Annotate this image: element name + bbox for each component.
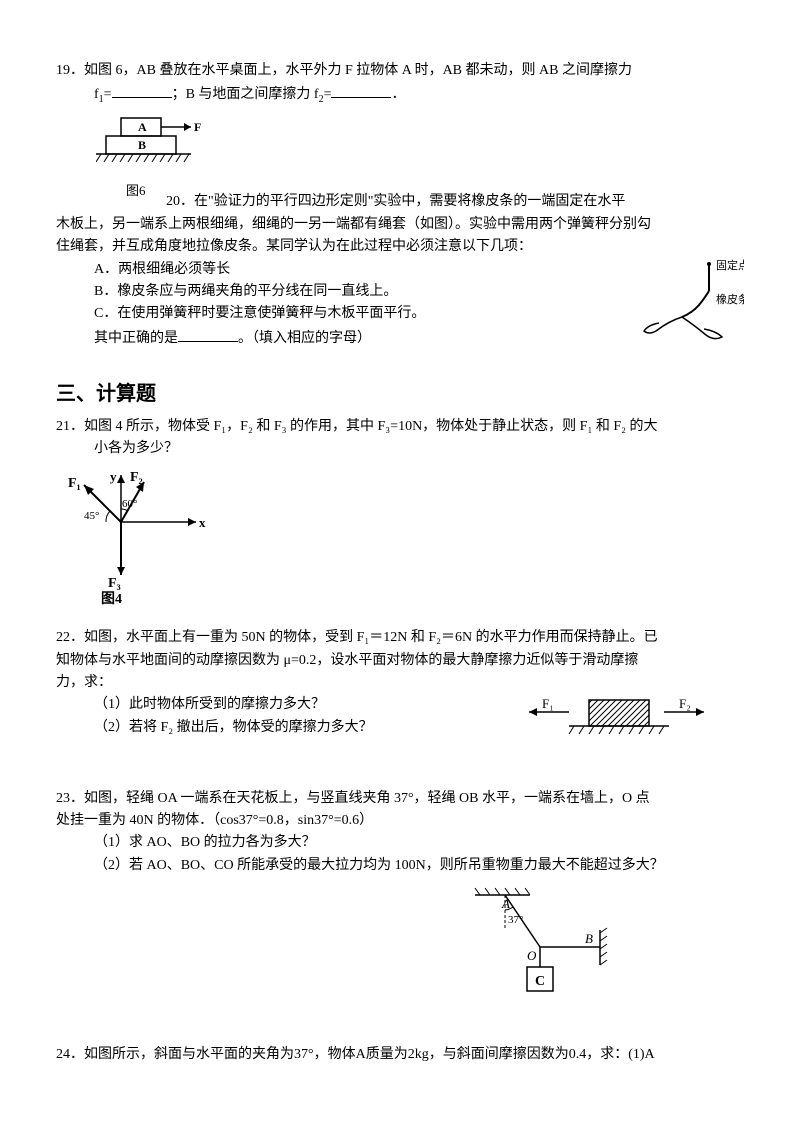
q19-text1: 如图 6，AB 叠放在水平桌面上，水平外力 F 拉物体 A 时，AB 都未动，则… xyxy=(84,63,632,78)
question-19: 19．如图 6，AB 叠放在水平桌面上，水平外力 F 拉物体 A 时，AB 都未… xyxy=(56,60,744,201)
pt-C: C xyxy=(535,974,545,989)
q19-line1: 19．如图 6，AB 叠放在水平桌面上，水平外力 F 拉物体 A 时，AB 都未… xyxy=(56,60,744,82)
question-23: 23．如图，轻绳 OA 一端系在天花板上，与竖直线夹角 37°，轻绳 OB 水平… xyxy=(56,788,744,1014)
ang37: 37° xyxy=(508,914,523,926)
f3-label: F₃ xyxy=(108,576,121,591)
section-3-title: 三、计算题 xyxy=(56,378,744,410)
blank-f1[interactable] xyxy=(112,82,172,98)
question-24: 24．如图所示，斜面与水平面的夹角为37°，物体A质量为2kg，与斜面间摩擦因数… xyxy=(56,1044,744,1066)
f2-label: F₂ xyxy=(130,470,143,485)
q19-f1b: = xyxy=(104,87,112,102)
q19-num: 19． xyxy=(56,63,84,78)
q19-svg: A B F xyxy=(96,112,216,172)
q24-line1: 24．如图所示，斜面与水平面的夹角为37°，物体A质量为2kg，与斜面间摩擦因数… xyxy=(56,1044,744,1066)
fixed-point-label: 固定点 xyxy=(716,259,744,272)
ang60: 60° xyxy=(122,498,137,510)
q20-num: 20． xyxy=(166,194,194,209)
q22-f2: F₂ xyxy=(679,696,691,711)
q23-num: 23． xyxy=(56,791,84,806)
q19-end: ． xyxy=(391,87,405,102)
q21-fig-label: 图4 xyxy=(101,591,122,607)
q23-line2: 处挂一重为 40N 的物体．（cos37°=0.8，sin37°=0.6） xyxy=(56,810,744,832)
pt-A: A xyxy=(501,896,510,911)
q19-line2: f1=；B 与地面之间摩擦力 f2=． xyxy=(56,82,744,108)
q22-sub1: （1）此时物体所受到的摩擦力多大？ xyxy=(56,694,514,716)
q22-line1: 22．如图，水平面上有一重为 50N 的物体，受到 F₁＝12N 和 F₂＝6N… xyxy=(56,627,744,649)
axis-x: x xyxy=(199,515,206,530)
q22-line3: 力，求： xyxy=(56,672,744,694)
q23-figure: A 37° O B C xyxy=(336,885,744,1013)
q23-t1: 如图，轻绳 OA 一端系在天花板上，与竖直线夹角 37°，轻绳 OB 水平，一端… xyxy=(84,791,650,806)
q21-figure: x y F₁ F₂ F₃ 45° 60° 图4 xyxy=(66,467,744,615)
q20-tailb: 。（填入相应的字母） xyxy=(238,331,371,346)
q22-sub2: （2）若将 F₂ 撤出后，物体受的摩擦力多大？ xyxy=(56,717,514,739)
q20-optA: A．两根细绳必须等长 xyxy=(56,259,634,281)
q24-num: 24． xyxy=(56,1047,84,1062)
q20-taila: 其中正确的是 xyxy=(94,331,178,346)
q22-line2: 知物体与水平地面间的动摩擦因数为 μ=0.2，设水平面对物体的最大静摩擦力近似等… xyxy=(56,650,744,672)
question-21: 21．如图 4 所示，物体受 F₁，F₂ 和 F₃ 的作用，其中 F₃=10N，… xyxy=(56,416,744,615)
q19-figure: A B F 图6 xyxy=(96,112,744,201)
q21-line2: 小各为多少？ xyxy=(56,438,744,460)
q20-tail: 其中正确的是 。（填入相应的字母） xyxy=(56,326,634,350)
pt-B: B xyxy=(585,931,593,946)
question-20: 20．在"验证力的平行四边形定则"实验中，需要将橡皮条的一端固定在水平 木板上，… xyxy=(56,213,744,362)
rubber-label: 橡皮条 xyxy=(716,292,744,306)
q22-f1: F₁ xyxy=(542,696,554,711)
q22-figure: F₁ F₂ xyxy=(514,694,714,757)
q20-optB: B．橡皮条应与两绳夹角的平分线在同一直线上。 xyxy=(56,281,634,303)
q21-num: 21． xyxy=(56,419,84,434)
q19-mid: ；B 与地面之间摩擦力 f xyxy=(172,87,319,102)
blank-f2[interactable] xyxy=(331,82,391,98)
pt-O: O xyxy=(527,948,537,963)
q19-f2b: = xyxy=(324,87,332,102)
f1-label: F₁ xyxy=(68,476,81,491)
blank-q20[interactable] xyxy=(178,326,238,342)
q23-sub2: （2）若 AO、BO、CO 所能承受的最大拉力均为 100N，则所吊重物重力最大… xyxy=(56,855,744,877)
q22-t1: 如图，水平面上有一重为 50N 的物体，受到 F₁＝12N 和 F₂＝6N 的水… xyxy=(84,630,658,645)
force-f-label: F xyxy=(194,120,201,134)
q22-num: 22． xyxy=(56,630,84,645)
question-22: 22．如图，水平面上有一重为 50N 的物体，受到 F₁＝12N 和 F₂＝6N… xyxy=(56,627,744,758)
q23-line1: 23．如图，轻绳 OA 一端系在天花板上，与竖直线夹角 37°，轻绳 OB 水平… xyxy=(56,788,744,810)
q23-sub1: （1）求 AO、BO 的拉力各为多大？ xyxy=(56,832,744,854)
q24-t1: 如图所示，斜面与水平面的夹角为37°，物体A质量为2kg，与斜面间摩擦因数为0.… xyxy=(84,1047,655,1062)
q21-line1: 21．如图 4 所示，物体受 F₁，F₂ 和 F₃ 的作用，其中 F₃=10N，… xyxy=(56,416,744,438)
q20-line3: 住绳套，并互成角度地拉像皮条。某同学认为在此过程中必须注意以下几项： xyxy=(56,236,744,258)
q21-t1: 如图 4 所示，物体受 F₁，F₂ 和 F₃ 的作用，其中 F₃=10N，物体处… xyxy=(84,419,658,434)
ang45: 45° xyxy=(84,510,99,522)
block-a-label: A xyxy=(138,120,147,134)
block-b-label: B xyxy=(138,138,146,152)
q20-t1: 在"验证力的平行四边形定则"实验中，需要将橡皮条的一端固定在水平 xyxy=(194,194,625,209)
q20-optC: C．在使用弹簧秤时要注意使弹簧秤与木板平面平行。 xyxy=(56,303,634,325)
q20-line2: 木板上，另一端系上两根细绳，细绳的一另一端都有绳套（如图）。实验中需用两个弹簧秤… xyxy=(56,214,744,236)
q20-figure: 固定点 橡皮条 xyxy=(634,259,744,362)
q20-line1: 20．在"验证力的平行四边形定则"实验中，需要将橡皮条的一端固定在水平 xyxy=(56,191,744,213)
axis-y: y xyxy=(110,469,117,484)
